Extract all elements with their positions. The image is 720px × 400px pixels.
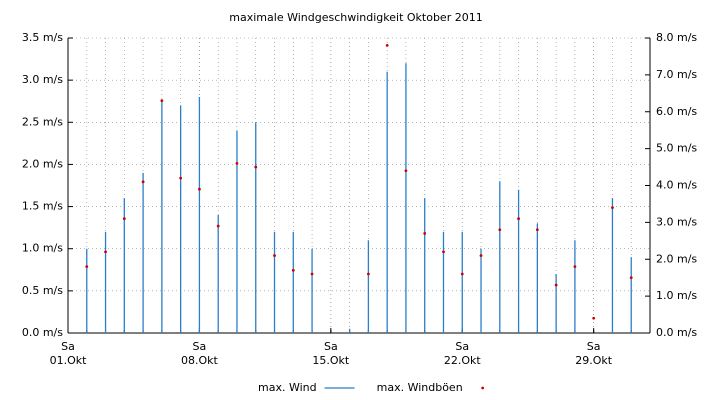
x-tick-weekday: Sa — [61, 340, 75, 353]
gust-point — [273, 254, 276, 257]
y-tick-label: 2.0 m/s — [22, 157, 63, 170]
gust-point — [216, 224, 220, 228]
gust-point — [629, 276, 633, 280]
y2-tick-label: 0.0 m/s — [656, 326, 697, 339]
x-tick-label: 15.Okt — [312, 354, 350, 367]
y2-tick-label: 6.0 m/s — [656, 105, 697, 118]
gust-point — [573, 265, 577, 269]
gust-point — [235, 161, 239, 165]
x-tick-weekday: Sa — [193, 340, 207, 353]
x-tick-label: 22.Okt — [444, 354, 482, 367]
gust-point — [179, 176, 183, 180]
gust-point — [535, 228, 539, 232]
y-tick-label: 3.0 m/s — [22, 73, 63, 86]
y-tick-label: 0.5 m/s — [22, 284, 63, 297]
gust-point — [198, 187, 201, 191]
gust-point — [141, 180, 145, 184]
gust-point — [122, 217, 126, 221]
x-tick-weekday: Sa — [587, 340, 601, 353]
gust-point — [611, 206, 614, 210]
chart-title: maximale Windgeschwindigkeit Oktober 201… — [229, 11, 482, 24]
y-tick-label: 1.0 m/s — [22, 242, 63, 255]
gust-point — [366, 272, 370, 276]
gust-point — [479, 254, 483, 257]
gust-point — [423, 232, 427, 235]
gust-point — [385, 43, 389, 47]
x-tick-weekday: Sa — [455, 340, 469, 353]
x-tick-label: 29.Okt — [575, 354, 613, 367]
y2-tick-label: 4.0 m/s — [656, 179, 697, 192]
gust-point — [404, 169, 408, 173]
y-tick-label: 1.5 m/s — [22, 200, 63, 213]
x-tick-weekday: Sa — [324, 340, 338, 353]
y-tick-label: 2.5 m/s — [22, 115, 63, 128]
gust-point — [254, 165, 258, 169]
y2-tick-label: 2.0 m/s — [656, 252, 697, 265]
x-tick-label: 01.Okt — [50, 354, 88, 367]
y2-tick-label: 7.0 m/s — [656, 68, 697, 81]
y-tick-label: 0.0 m/s — [22, 326, 63, 339]
legend-label: max. Windböen — [377, 381, 463, 394]
y2-tick-label: 5.0 m/s — [656, 142, 697, 155]
gust-point — [498, 228, 502, 232]
gust-point — [160, 99, 164, 103]
gust-point — [592, 316, 596, 320]
gust-point — [460, 272, 464, 276]
gust-point — [310, 272, 314, 276]
gust-point — [517, 217, 520, 221]
gust-point — [554, 283, 558, 287]
gust-point — [442, 250, 445, 254]
y2-tick-label: 3.0 m/s — [656, 215, 697, 228]
x-tick-label: 08.Okt — [181, 354, 219, 367]
gust-point — [291, 268, 295, 272]
legend-label: max. Wind — [258, 381, 317, 394]
y2-tick-label: 1.0 m/s — [656, 289, 697, 302]
legend-swatch — [481, 386, 485, 390]
y2-tick-label: 8.0 m/s — [656, 31, 697, 44]
gust-point — [85, 265, 89, 269]
gust-point — [104, 250, 107, 254]
y-tick-label: 3.5 m/s — [22, 31, 63, 44]
